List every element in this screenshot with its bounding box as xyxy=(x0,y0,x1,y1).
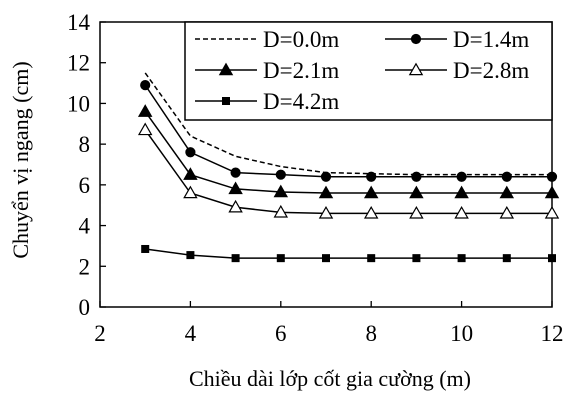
y-tick-label: 8 xyxy=(79,132,91,157)
series-line-3 xyxy=(144,111,552,194)
data-point xyxy=(499,205,515,219)
data-point xyxy=(457,254,466,263)
y-axis-label: Chuyển vị ngang (cm) xyxy=(8,61,33,258)
x-tick-label: 2 xyxy=(94,321,106,346)
plot-area xyxy=(137,72,560,263)
legend-label: D=2.1m xyxy=(263,58,339,83)
data-point xyxy=(454,205,469,219)
data-point xyxy=(140,80,151,91)
data-point xyxy=(409,185,424,199)
data-point xyxy=(137,104,153,117)
legend-label: D=2.8m xyxy=(453,58,529,83)
data-point xyxy=(183,167,198,180)
series-line-2 xyxy=(144,84,552,178)
y-tick-label: 12 xyxy=(67,51,90,76)
x-tick-label: 10 xyxy=(450,321,473,346)
data-point xyxy=(363,205,379,219)
legend: D=0.0m D=1.4m D=2.1m D=2.8m D=4.2m xyxy=(184,21,553,121)
data-point xyxy=(273,184,289,198)
x-tick-label: 4 xyxy=(185,321,197,346)
x-axis-label: Chiều dài lớp cốt gia cường (m) xyxy=(189,366,471,391)
data-point xyxy=(367,254,376,263)
data-point xyxy=(318,185,334,199)
data-point xyxy=(499,185,515,199)
x-tick-label: 6 xyxy=(275,321,287,346)
x-tick-label: 8 xyxy=(365,321,377,346)
data-point xyxy=(546,171,558,182)
data-point xyxy=(186,251,195,260)
data-point xyxy=(322,254,330,263)
data-point xyxy=(366,171,377,182)
data-point xyxy=(318,205,334,219)
y-tick-label: 2 xyxy=(79,254,91,279)
data-point xyxy=(502,254,511,263)
legend-marker xyxy=(222,97,230,105)
data-point xyxy=(411,171,422,182)
y-tick-label: 10 xyxy=(67,91,90,116)
series-line-5 xyxy=(145,248,552,259)
data-point xyxy=(231,254,240,263)
legend-marker xyxy=(218,62,234,76)
data-point xyxy=(273,204,289,218)
data-point xyxy=(276,254,285,263)
data-point xyxy=(544,205,560,219)
y-tick-label: 4 xyxy=(79,214,91,239)
data-point xyxy=(320,171,332,182)
data-point xyxy=(185,147,196,158)
y-tick-label: 14 xyxy=(67,10,91,35)
data-point xyxy=(501,171,512,182)
data-point xyxy=(454,185,469,199)
data-point xyxy=(275,169,286,180)
data-point xyxy=(412,254,421,263)
y-tick-label: 6 xyxy=(79,173,91,198)
data-point xyxy=(363,185,379,199)
data-point xyxy=(183,185,198,199)
legend-marker xyxy=(410,33,422,45)
legend-label: D=1.4m xyxy=(453,27,529,52)
y-tick-label: 0 xyxy=(79,295,91,320)
legend-marker xyxy=(408,62,424,76)
data-point xyxy=(548,254,556,263)
legend-label: D=4.2m xyxy=(263,89,339,114)
x-tick-label: 12 xyxy=(541,321,564,346)
data-point xyxy=(456,171,467,182)
legend-label: D=0.0m xyxy=(263,27,339,52)
series-line-4 xyxy=(144,129,552,215)
data-point xyxy=(228,181,243,195)
data-point xyxy=(141,244,150,253)
data-point xyxy=(137,122,153,136)
data-point xyxy=(230,167,241,178)
data-point xyxy=(544,185,560,199)
series-line-1 xyxy=(144,72,552,176)
data-point xyxy=(409,205,424,219)
data-point xyxy=(228,199,243,213)
